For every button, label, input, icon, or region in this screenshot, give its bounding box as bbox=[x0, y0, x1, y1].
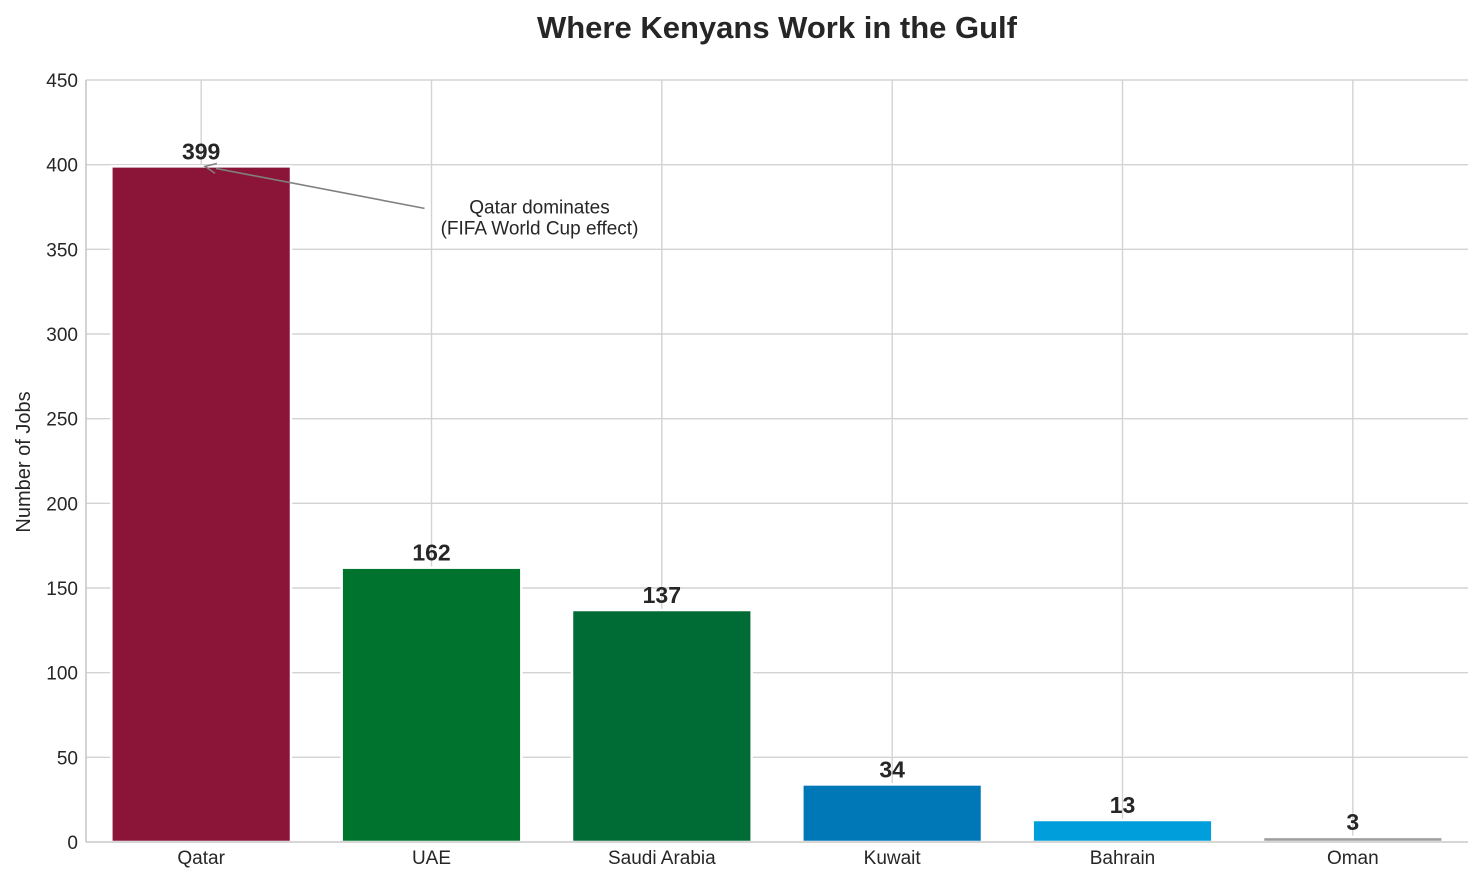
value-labels: 399 162 137 34 13 3 bbox=[182, 138, 1359, 835]
data-label: 3 bbox=[1346, 809, 1359, 835]
y-tick-label: 400 bbox=[46, 156, 78, 177]
chart-title: Where Kenyans Work in the Gulf bbox=[537, 10, 1018, 45]
y-tick-label: 100 bbox=[46, 664, 78, 685]
axes bbox=[85, 80, 1468, 843]
annotation-arrowhead bbox=[203, 162, 218, 174]
y-axis-label: Number of Jobs bbox=[13, 391, 35, 532]
data-label: 137 bbox=[643, 582, 681, 608]
y-tick-label: 350 bbox=[46, 240, 78, 261]
data-label: 34 bbox=[879, 756, 905, 782]
y-tick-label: 450 bbox=[46, 71, 78, 92]
annotation: Qatar dominates(FIFA World Cup effect) bbox=[203, 162, 639, 239]
gridlines bbox=[86, 79, 1468, 842]
data-label: 13 bbox=[1110, 792, 1136, 818]
y-tick-label: 50 bbox=[57, 748, 78, 769]
data-label: 162 bbox=[412, 540, 450, 566]
x-tick-label: Qatar bbox=[177, 848, 225, 869]
annotation-text: Qatar dominates bbox=[469, 197, 609, 218]
bar-saudi-arabia bbox=[570, 608, 753, 844]
y-tick-label: 200 bbox=[46, 494, 78, 515]
y-tick-labels: 0 50 100 150 200 250 300 350 400 450 bbox=[46, 71, 78, 854]
x-tick-label: Kuwait bbox=[864, 848, 922, 869]
y-tick-label: 250 bbox=[46, 410, 78, 431]
x-tick-label: UAE bbox=[412, 848, 451, 869]
x-tick-label: Bahrain bbox=[1090, 848, 1156, 869]
x-tick-label: Saudi Arabia bbox=[608, 848, 716, 869]
y-tick-label: 300 bbox=[46, 325, 78, 346]
bar-kuwait bbox=[801, 783, 984, 844]
bar-qatar bbox=[110, 165, 293, 844]
x-tick-labels: Qatar UAE Saudi Arabia Kuwait Bahrain Oman bbox=[177, 848, 1378, 869]
bars bbox=[110, 165, 1444, 844]
data-label: 399 bbox=[182, 138, 220, 164]
bar-uae bbox=[340, 566, 523, 844]
x-tick-label: Oman bbox=[1327, 848, 1379, 869]
y-tick-label: 150 bbox=[46, 579, 78, 600]
y-tick-label: 0 bbox=[67, 833, 78, 854]
bar-bahrain bbox=[1031, 818, 1214, 844]
annotation-text: (FIFA World Cup effect) bbox=[441, 218, 639, 239]
annotation-arrow bbox=[215, 167, 425, 210]
